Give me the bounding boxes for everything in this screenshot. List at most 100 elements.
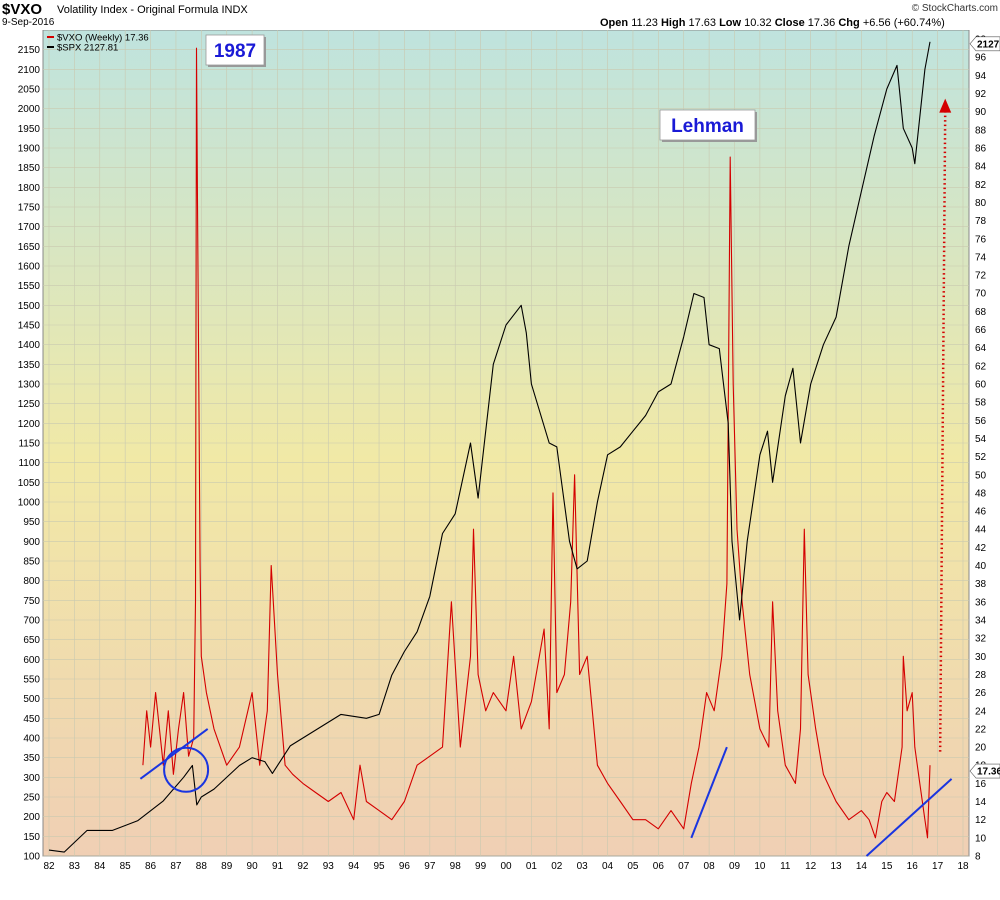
label-box: [659, 109, 756, 141]
left-tick-label: 400: [23, 734, 40, 745]
right-tick-label: 68: [975, 307, 987, 318]
x-tick-label: 88: [196, 861, 208, 872]
x-tick-label: 90: [247, 861, 259, 872]
left-tick-label: 1500: [18, 301, 41, 312]
left-tick-label: 800: [23, 576, 40, 587]
close-label: Close: [774, 17, 805, 29]
chart-date: 9-Sep-2016: [2, 17, 55, 28]
spx-line: [48, 41, 931, 853]
label-box: [205, 34, 265, 66]
right-tick-label: 8: [975, 852, 981, 863]
annotation-layer: 1987 Lehman: [139, 34, 953, 857]
x-tick-label: 06: [653, 861, 665, 872]
annotation-label: Lehman: [671, 116, 744, 137]
right-tick-label: 10: [975, 833, 987, 844]
x-tick-label: 94: [348, 861, 360, 872]
right-tick-label: 72: [975, 271, 987, 282]
x-tick-label: 14: [856, 861, 868, 872]
left-tick-label: 500: [23, 694, 40, 705]
vxo-line: [142, 47, 931, 839]
x-tick-label: 15: [881, 861, 893, 872]
series-layer: [48, 41, 931, 853]
x-tick-label: 83: [69, 861, 81, 872]
left-tick-label: 1150: [18, 439, 40, 450]
legend-entry: $VXO (Weekly) 17.36: [57, 33, 149, 44]
right-tick-label: 60: [975, 380, 987, 391]
x-tick-label: 92: [297, 861, 309, 872]
right-tick-label: 22: [975, 724, 987, 735]
left-tick-label: 1750: [18, 203, 41, 214]
trendline: [139, 728, 209, 780]
x-tick-label: 84: [94, 861, 106, 872]
left-tick-label: 1850: [18, 163, 41, 174]
left-tick-label: 1700: [18, 222, 41, 233]
trendline: [690, 746, 728, 839]
left-tick-label: 1950: [18, 124, 41, 135]
right-tick-label: 52: [975, 452, 987, 463]
x-tick-label: 17: [932, 861, 944, 872]
x-tick-label: 01: [526, 861, 538, 872]
vxo-spx-chart: 1001502002503003504004505005506006507007…: [18, 30, 1000, 872]
right-tick-label: 64: [975, 343, 987, 354]
x-tick-label: 85: [120, 861, 132, 872]
trendline: [865, 778, 953, 857]
x-tick-label: 16: [907, 861, 919, 872]
right-tick-label: 90: [975, 107, 987, 118]
open-label: Open: [600, 17, 629, 29]
left-tick-label: 2100: [18, 65, 41, 76]
left-tick-label: 750: [23, 596, 40, 607]
right-tick-label: 12: [975, 815, 987, 826]
left-tick-label: 150: [23, 832, 40, 843]
left-tick-label: 850: [23, 557, 40, 568]
x-tick-label: 93: [323, 861, 335, 872]
high-value: 17.63: [688, 17, 717, 29]
right-tick-label: 92: [975, 89, 987, 100]
highlight-circle: [163, 746, 210, 793]
x-tick-label: 82: [43, 861, 55, 872]
right-tick-label: 26: [975, 688, 987, 699]
right-tick-label: 84: [975, 162, 987, 173]
right-tick-label: 94: [975, 71, 987, 82]
x-tick-label: 95: [373, 861, 385, 872]
right-tick-label: 86: [975, 144, 987, 155]
left-tick-label: 700: [23, 616, 40, 627]
left-tick-label: 2150: [18, 45, 41, 56]
x-tick-label: 11: [780, 861, 791, 872]
spx-last-tag-bg: [969, 36, 1000, 52]
right-tick-label: 58: [975, 398, 987, 409]
right-tick-label: 66: [975, 325, 987, 336]
left-tick-label: 900: [23, 537, 40, 548]
right-tick-label: 50: [975, 470, 987, 481]
right-tick-label: 32: [975, 634, 987, 645]
left-tick-label: 600: [23, 655, 40, 666]
left-tick-label: 1600: [18, 262, 41, 273]
left-tick-label: 1300: [18, 380, 41, 391]
left-tick-label: 1050: [18, 478, 41, 489]
annotation-label: 1987: [214, 41, 256, 62]
high-label: High: [660, 17, 686, 29]
right-tick-label: 96: [975, 53, 987, 64]
right-tick-label: 14: [975, 797, 987, 808]
right-tick-label: 16: [975, 779, 987, 790]
x-tick-label: 04: [602, 861, 614, 872]
right-tick-label: 24: [975, 706, 987, 717]
open-value: 11.23: [631, 17, 658, 29]
chart-symbol: $VXO: [2, 1, 43, 18]
left-tick-label: 550: [23, 675, 40, 686]
left-tick-label: 1800: [18, 183, 41, 194]
left-tick-label: 1200: [18, 419, 41, 430]
x-tick-label: 86: [145, 861, 157, 872]
legend-entry: $SPX 2127.81: [57, 43, 118, 54]
dotted-arrow-line: [938, 110, 947, 752]
x-tick-label: 03: [577, 861, 589, 872]
right-tick-label: 34: [975, 616, 987, 627]
x-tick-label: 08: [704, 861, 716, 872]
x-tick-label: 18: [957, 861, 969, 872]
x-tick-label: 02: [551, 861, 563, 872]
x-tick-label: 97: [424, 861, 436, 872]
low-label: Low: [719, 17, 742, 29]
right-tick-label: 74: [975, 252, 987, 263]
right-tick-label: 30: [975, 652, 987, 663]
right-tick-label: 62: [975, 361, 987, 372]
left-tick-label: 2050: [18, 85, 41, 96]
